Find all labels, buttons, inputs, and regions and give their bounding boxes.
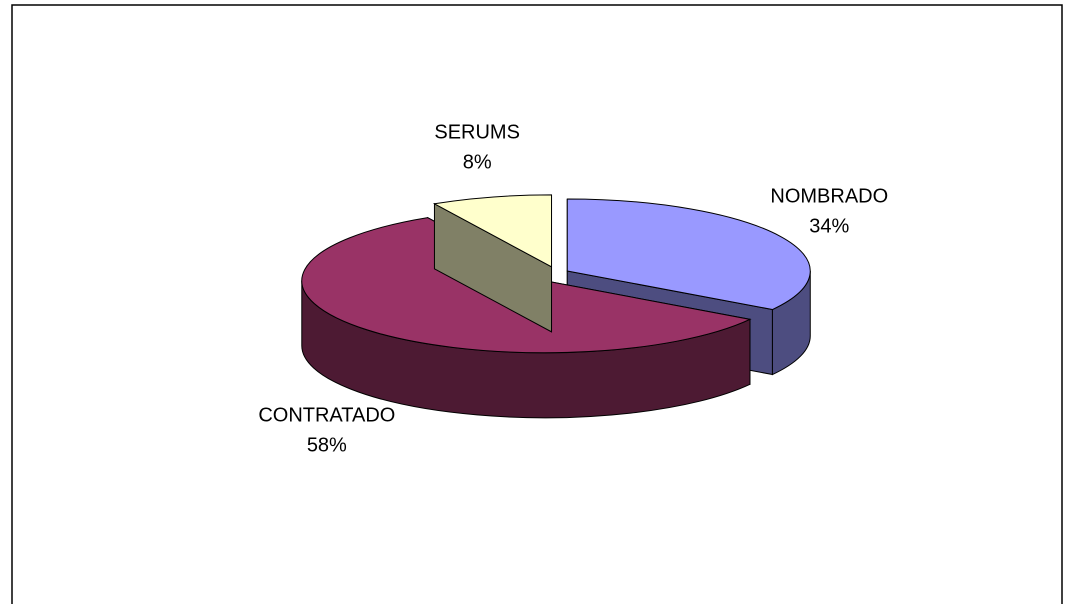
slice-category-label: SERUMS [434, 121, 520, 143]
slice-value-label: 58% [307, 435, 347, 457]
pie-slice [432, 194, 553, 333]
slice-category-label: CONTRATADO [258, 405, 395, 427]
slice-top [566, 198, 811, 311]
slice-value-label: 8% [463, 151, 492, 173]
slice-value-label: 34% [809, 216, 849, 238]
slice-top [432, 194, 553, 268]
slice-category-label: NOMBRADO [770, 186, 888, 208]
